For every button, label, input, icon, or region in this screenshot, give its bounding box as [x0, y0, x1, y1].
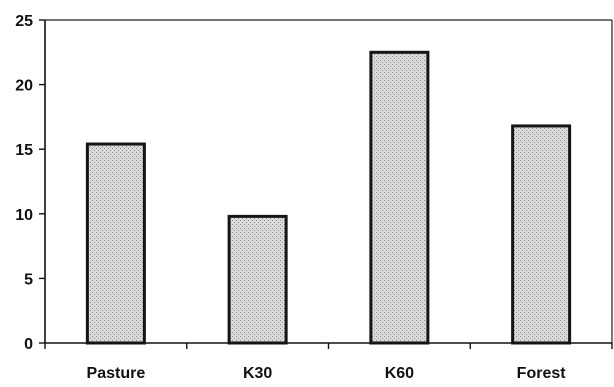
x-category-label: K30 [243, 365, 272, 382]
x-category-label: K60 [385, 365, 414, 382]
y-tick-label: 5 [24, 271, 33, 288]
y-tick-label: 0 [24, 336, 33, 353]
y-tick-label: 15 [15, 142, 33, 159]
y-tick-label: 25 [15, 13, 33, 30]
y-tick-label: 10 [15, 207, 33, 224]
y-tick-label: 20 [15, 78, 33, 95]
x-category-label: Forest [517, 365, 567, 382]
bar-k30 [227, 214, 288, 345]
bar-forest [511, 124, 572, 345]
bar-pasture [85, 142, 146, 345]
y-axis: 0 5 10 15 20 25 [15, 13, 45, 353]
bar-k60 [369, 50, 430, 345]
x-category-label: Pasture [87, 365, 146, 382]
x-axis: Pasture K30 K60 Forest [44, 343, 613, 382]
bar-series [85, 50, 572, 345]
